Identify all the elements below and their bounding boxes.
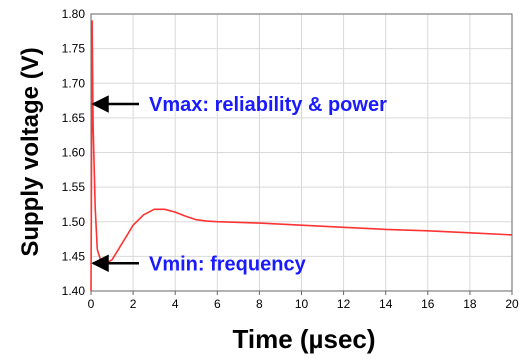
x-tick-label: 4 (172, 297, 179, 311)
x-tick-label: 12 (337, 297, 351, 311)
series-line (90, 20, 513, 292)
x-tick-label: 14 (379, 297, 393, 311)
y-tick-label: 1.70 (62, 76, 86, 90)
x-tick-label: 20 (505, 297, 519, 311)
y-tick-label: 1.40 (62, 284, 86, 298)
y-tick-label: 1.75 (62, 42, 86, 56)
y-tick-label: 1.60 (62, 146, 86, 160)
x-tick-label: 2 (130, 297, 137, 311)
y-tick-label: 1.80 (62, 7, 86, 21)
x-tick-label: 16 (421, 297, 435, 311)
annotation-label: Vmin: frequency (149, 253, 307, 275)
y-tick-label: 1.65 (62, 111, 86, 125)
x-tick-label: 8 (256, 297, 263, 311)
x-tick-label: 0 (88, 297, 95, 311)
x-axis-title: Time (µsec) (232, 324, 375, 354)
y-tick-label: 1.50 (62, 215, 86, 229)
annotations: Vmax: reliability & power Vmin: frequency (91, 94, 387, 275)
series (90, 20, 513, 292)
y-tick-label: 1.55 (62, 180, 86, 194)
y-axis-title: Supply voltage (V) (17, 47, 44, 256)
x-tick-label: 6 (214, 297, 221, 311)
annotation-label: Vmax: reliability & power (149, 94, 387, 116)
x-tick-label: 10 (295, 297, 309, 311)
y-tick-label: 1.45 (62, 249, 86, 263)
tick-labels: 1.80 1.75 1.70 1.65 1.60 1.55 1.50 1.45 1.400 2 4 6… (62, 7, 519, 311)
x-tick-label: 18 (463, 297, 477, 311)
grid (90, 13, 513, 292)
